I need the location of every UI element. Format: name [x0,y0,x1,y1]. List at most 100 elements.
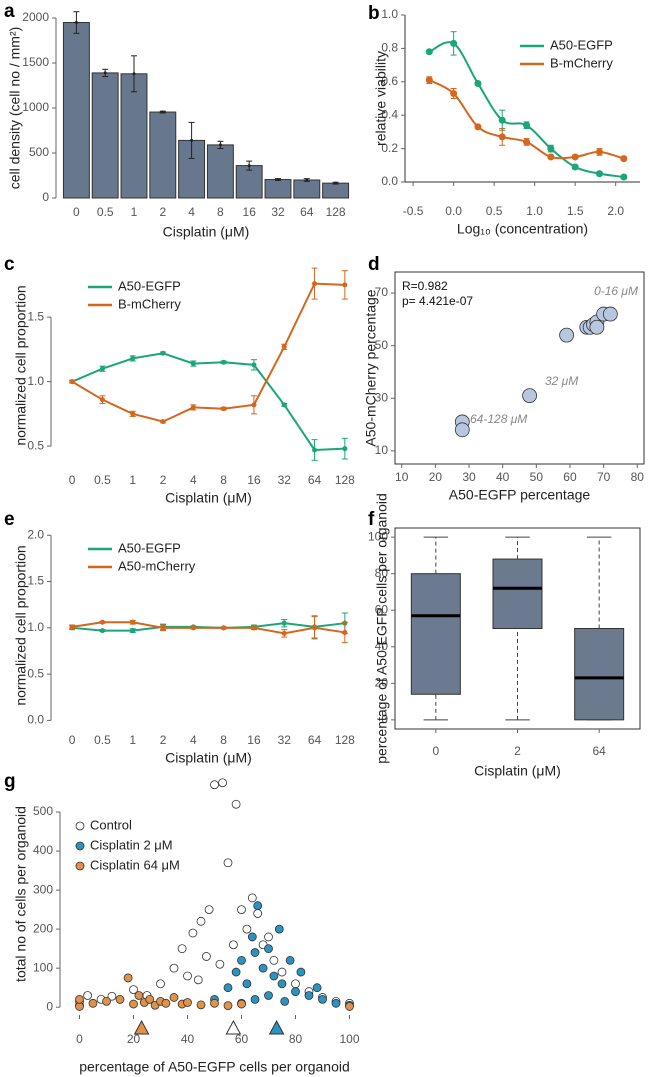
x-tick-label: 60 [235,1032,249,1046]
y-tick-label: 0.4 [381,107,398,121]
data-point [342,629,348,635]
data-point [474,79,482,87]
y-tick-label: 20 [375,675,389,689]
y-tick-label: 0.2 [381,141,398,155]
x-tick-label: 8 [220,733,227,747]
data-point [210,998,219,1008]
data-point [215,959,225,969]
panel-letter: g [4,771,16,792]
y-tick-label: 1.0 [27,374,44,388]
data-point [218,778,228,788]
error-point [132,72,136,76]
data-point [251,362,257,368]
x-tick-label: 0.5 [94,733,111,747]
data-point [237,955,246,965]
data-point [312,281,318,287]
data-point [312,983,322,993]
data-point [296,967,306,977]
legend-label: B-mCherry [550,55,613,70]
panel-letter: f [368,509,375,530]
x-tick-label: 4 [188,205,195,219]
data-point [547,153,555,161]
data-point [123,973,133,983]
legend-label: Cisplatin 2 μM [90,837,173,852]
data-point [281,402,287,408]
data-point [251,402,257,408]
data-point [242,979,252,989]
data-point [130,628,136,634]
legend-label: A50-EGFP [118,540,181,555]
x-tick-label: 20 [127,1032,141,1046]
error-point [161,110,165,114]
panel-letter: c [4,254,15,275]
legend-label: A50-EGFP [118,278,181,293]
data-point [177,944,187,954]
x-tick-label: 64 [308,473,322,487]
data-point [498,116,506,124]
data-point [145,994,155,1004]
data-point [221,625,227,631]
y-tick-label: 70 [375,285,389,299]
x-tick-label: 2.0 [607,204,624,218]
x-tick-label: 80 [289,1032,303,1046]
data-point [269,955,279,965]
panel-letter: a [4,1,15,22]
x-tick-label: 0.5 [94,473,111,487]
data-point [522,388,537,404]
data-point [251,625,257,631]
x-tick-label: 32 [278,733,292,747]
y-tick-label: 1.5 [27,574,44,588]
error-point [74,21,78,24]
series-line [71,352,345,451]
x-tick-label: 8 [220,473,227,487]
x-tick-label: -0.5 [403,204,424,218]
y-axis-label: A50-mCherry percentage [363,289,379,446]
data-point [247,893,257,903]
x-axis-label: Cisplatin (μM) [163,224,250,240]
data-point [190,625,196,631]
box [574,628,625,721]
annotation: 64-128 μM [470,412,527,426]
x-tick-label: 4 [190,733,197,747]
x-tick-label: 2 [160,733,167,747]
x-tick-label: 40 [496,470,510,484]
data-point [115,994,125,1004]
x-tick-label: 64 [300,205,314,219]
x-tick-label: 32 [278,473,292,487]
x-tick-label: 1 [131,205,138,219]
y-tick-label: 100 [368,529,388,543]
data-point [318,994,327,1004]
y-axis-label: percentage of A50-EGFP cells per organoi… [374,493,390,764]
mean-marker [133,1019,150,1035]
data-point [223,858,233,868]
bar [264,179,292,199]
data-point [280,996,290,1006]
y-tick-label: 80 [375,566,389,580]
x-tick-label: 60 [563,470,577,484]
x-axis-label: Cisplatin (μM) [165,750,252,766]
x-tick-label: 0.5 [486,204,503,218]
data-point [304,991,314,1000]
annotation: 0-16 μM [594,284,638,298]
data-point [221,406,227,412]
data-point [196,1000,206,1010]
data-point [312,625,318,631]
annotation: 32 μM [545,374,578,388]
annotation: p= 4.421e-07 [402,294,473,308]
data-point [250,948,260,957]
error-point [190,138,194,142]
bar [149,111,177,199]
panel-letter: e [4,509,15,530]
x-axis-label: Cisplatin (μM) [474,763,561,779]
box [492,558,543,630]
data-point [75,994,84,1004]
x-tick-label: 1.5 [567,204,584,218]
y-tick-label: 0.0 [381,174,398,188]
data-point [454,422,470,438]
legend-swatch [75,841,85,851]
data-point [99,397,105,403]
data-point [69,624,75,630]
data-point [231,967,241,977]
data-point [589,319,605,335]
data-point [291,979,300,989]
